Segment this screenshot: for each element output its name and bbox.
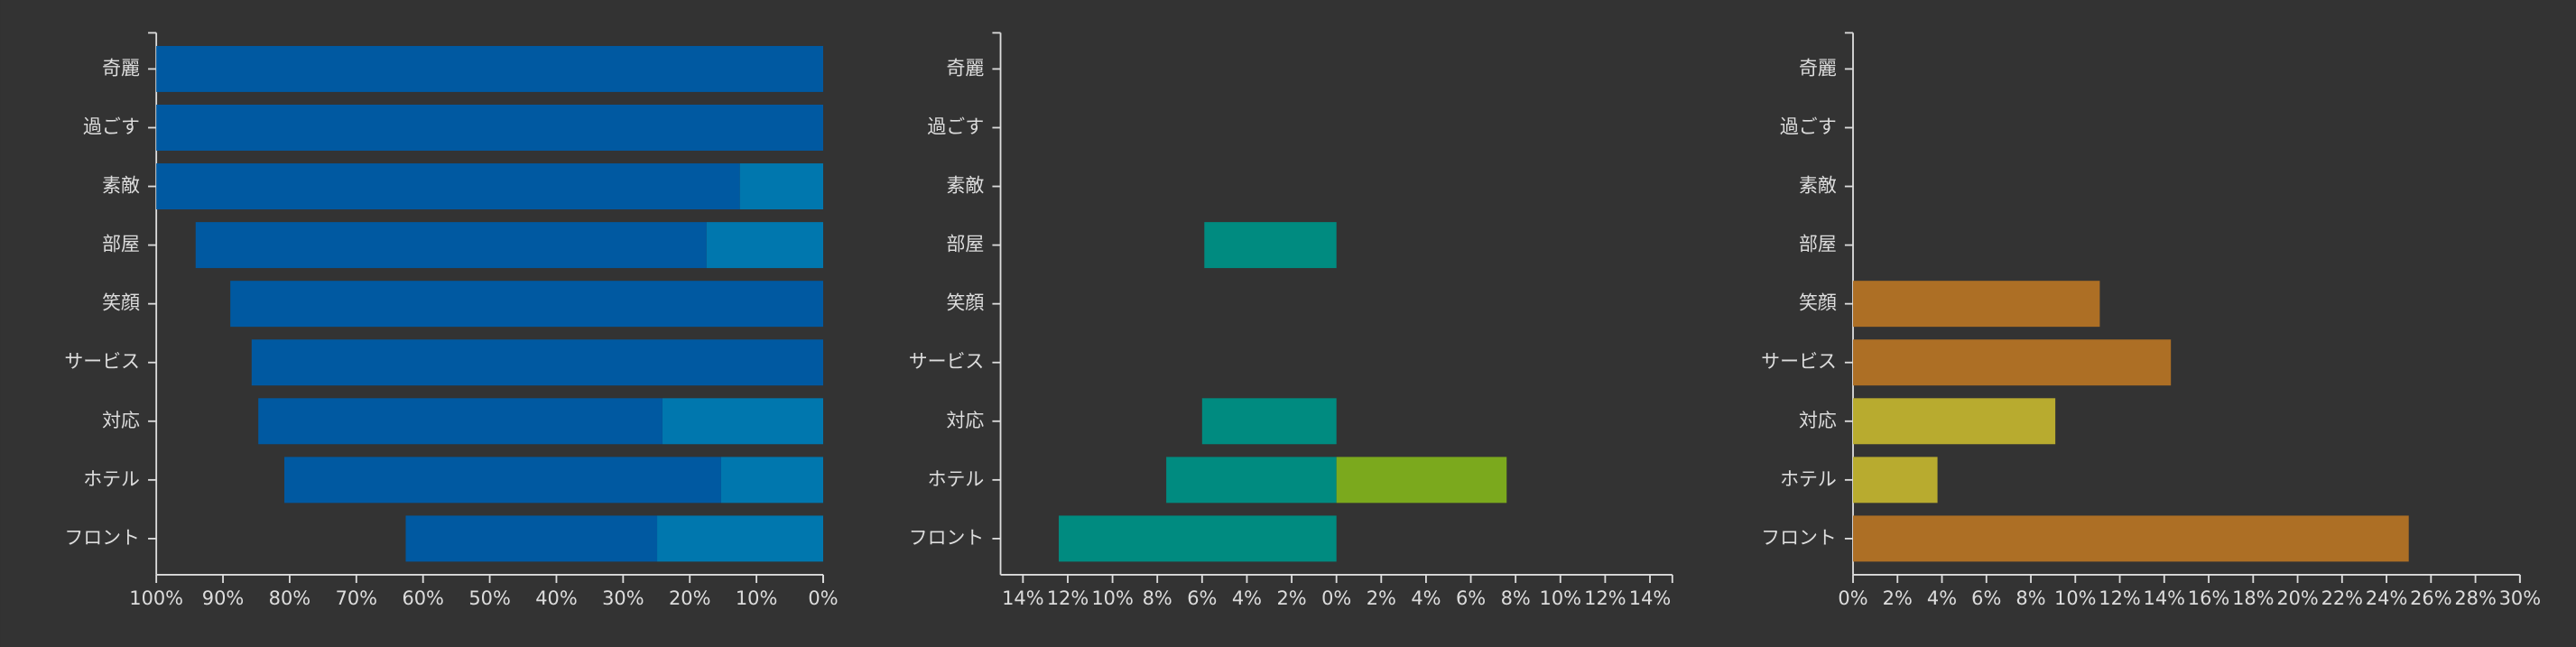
x-tick-label: 28%	[2454, 587, 2496, 609]
y-tick-label: 奇麗	[1799, 57, 1837, 79]
y-tick-label: 奇麗	[102, 57, 140, 79]
y-tick-label: 素敵	[947, 175, 985, 197]
y-tick-label: ホテル	[83, 468, 140, 490]
x-tick-label: 8%	[1143, 587, 1172, 609]
bar	[1853, 457, 1938, 504]
x-tick-label: 90%	[202, 587, 244, 609]
y-tick-label: サービス	[64, 351, 140, 373]
x-tick-label: 100%	[129, 587, 183, 609]
bar	[284, 457, 721, 504]
x-tick-label: 2%	[1276, 587, 1306, 609]
y-tick-label: フロント	[1761, 527, 1837, 549]
x-tick-label: 20%	[2276, 587, 2318, 609]
bar	[156, 105, 823, 151]
y-tick-label: 部屋	[1799, 234, 1837, 255]
y-tick-label: 部屋	[947, 234, 985, 255]
bar	[195, 222, 707, 269]
x-tick-label: 2%	[1883, 587, 1913, 609]
bar	[720, 457, 823, 504]
y-tick-label: ホテル	[1780, 468, 1837, 490]
y-tick-label: 対応	[1799, 410, 1837, 431]
bar	[662, 398, 823, 445]
x-tick-label: 10%	[1540, 587, 1581, 609]
x-tick-label: 22%	[2321, 587, 2363, 609]
x-tick-label: 12%	[1584, 587, 1626, 609]
bar	[156, 45, 823, 92]
x-tick-label: 4%	[1927, 587, 1957, 609]
x-tick-label: 8%	[1501, 587, 1531, 609]
y-tick-label: フロント	[64, 527, 140, 549]
y-tick-label: 素敵	[102, 175, 140, 197]
x-tick-label: 14%	[2144, 587, 2185, 609]
x-tick-label: 0%	[808, 587, 838, 609]
x-tick-label: 70%	[336, 587, 377, 609]
x-tick-label: 14%	[1002, 587, 1043, 609]
x-tick-label: 26%	[2410, 587, 2451, 609]
x-tick-label: 10%	[1091, 587, 1133, 609]
bar	[1201, 398, 1337, 445]
bar	[230, 281, 823, 328]
x-tick-label: 60%	[402, 587, 443, 609]
bar	[1853, 398, 2056, 445]
y-tick-label: フロント	[909, 527, 985, 549]
x-tick-label: 14%	[1629, 587, 1671, 609]
x-tick-label: 50%	[468, 587, 510, 609]
y-tick-label: ホテル	[928, 468, 985, 490]
x-tick-label: 0%	[1321, 587, 1351, 609]
bar	[1059, 515, 1337, 562]
x-tick-label: 30%	[2499, 587, 2541, 609]
bar	[156, 163, 740, 210]
bar	[1204, 222, 1337, 269]
y-tick-label: 笑顔	[947, 292, 985, 314]
bar	[739, 163, 823, 210]
y-tick-label: 笑顔	[1799, 292, 1837, 314]
x-tick-label: 40%	[535, 587, 577, 609]
y-tick-label: 笑顔	[102, 292, 140, 314]
bar	[657, 515, 823, 562]
x-tick-label: 8%	[2015, 587, 2045, 609]
x-tick-label: 4%	[1232, 587, 1262, 609]
x-tick-label: 0%	[1838, 587, 1867, 609]
bar	[251, 339, 823, 386]
x-tick-label: 12%	[2099, 587, 2140, 609]
y-tick-label: サービス	[909, 351, 985, 373]
x-tick-label: 30%	[602, 587, 644, 609]
x-tick-label: 4%	[1411, 587, 1441, 609]
y-tick-label: 部屋	[102, 234, 140, 255]
bar	[405, 515, 658, 562]
bar	[1853, 281, 2100, 328]
x-tick-label: 2%	[1367, 587, 1396, 609]
bar	[258, 398, 663, 445]
y-tick-label: 対応	[102, 410, 140, 431]
y-tick-label: 対応	[947, 410, 985, 431]
x-tick-label: 12%	[1047, 587, 1089, 609]
x-tick-label: 18%	[2232, 587, 2274, 609]
y-tick-label: 過ごす	[1780, 116, 1837, 137]
y-tick-label: 過ごす	[927, 116, 984, 137]
bar	[1166, 457, 1337, 504]
y-tick-label: 素敵	[1799, 175, 1837, 197]
x-tick-label: 80%	[269, 587, 310, 609]
x-tick-label: 6%	[1187, 587, 1217, 609]
bar	[1853, 339, 2172, 386]
bar	[706, 222, 823, 269]
bar	[1853, 515, 2409, 562]
y-tick-label: 奇麗	[947, 57, 985, 79]
x-tick-label: 10%	[2054, 587, 2096, 609]
x-tick-label: 10%	[736, 587, 777, 609]
y-tick-label: サービス	[1761, 351, 1837, 373]
x-tick-label: 20%	[669, 587, 710, 609]
bar	[1336, 457, 1507, 504]
x-tick-label: 24%	[2366, 587, 2407, 609]
y-tick-label: 過ごす	[83, 116, 140, 137]
x-tick-label: 16%	[2188, 587, 2229, 609]
x-tick-label: 6%	[1456, 587, 1486, 609]
x-tick-label: 6%	[1971, 587, 2001, 609]
